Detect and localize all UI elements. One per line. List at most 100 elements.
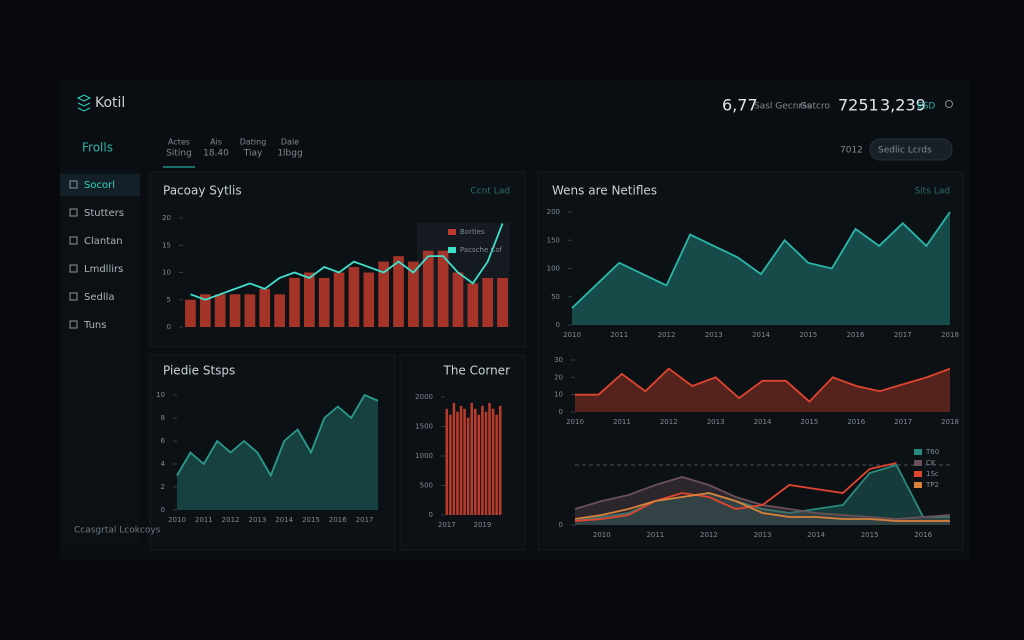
bar bbox=[244, 294, 256, 327]
line bbox=[575, 367, 951, 403]
x-tick-label: 2018 bbox=[941, 418, 959, 426]
y-tick-label: 0 bbox=[167, 323, 171, 331]
bar bbox=[363, 272, 375, 327]
y-tick-label: 10 bbox=[554, 391, 563, 399]
x-tick-label: 2010 bbox=[563, 331, 581, 339]
nav-icon[interactable] bbox=[69, 208, 78, 217]
tab-value[interactable]: Siting bbox=[166, 149, 192, 159]
tab-value[interactable]: Tiay bbox=[243, 149, 263, 159]
bar bbox=[393, 256, 404, 327]
line bbox=[574, 492, 950, 522]
button-label[interactable]: Sedlic Lcrds bbox=[878, 146, 932, 156]
nav-item[interactable]: Tuns bbox=[83, 320, 106, 331]
x-tick-label: 2011 bbox=[195, 516, 213, 524]
nav-icon[interactable] bbox=[69, 236, 78, 245]
bar bbox=[449, 414, 452, 515]
nav-icon[interactable] bbox=[69, 264, 78, 273]
x-tick-label: 2013 bbox=[754, 531, 772, 539]
stat-label: Gatcro bbox=[800, 102, 830, 112]
bar bbox=[491, 408, 495, 515]
x-tick-label: 2013 bbox=[707, 418, 725, 426]
tab-value[interactable]: 1lbgg bbox=[277, 149, 302, 159]
legend-label: T60 bbox=[925, 448, 939, 456]
x-tick-label: 2018 bbox=[941, 331, 959, 339]
stat-value: 6,77 bbox=[722, 96, 758, 115]
legend-swatch bbox=[914, 482, 922, 488]
bar bbox=[274, 294, 285, 327]
nav-active bbox=[60, 174, 140, 196]
bar bbox=[459, 405, 463, 515]
logo: Kotil bbox=[95, 95, 125, 111]
tab-label[interactable]: Dale bbox=[281, 138, 299, 147]
y-tick-label: 2000 bbox=[415, 393, 433, 401]
x-tick-label: 2017 bbox=[438, 521, 456, 529]
y-tick-label: 10 bbox=[156, 391, 165, 399]
nav-item[interactable]: Sedlla bbox=[84, 292, 115, 303]
bar bbox=[470, 402, 474, 515]
bar bbox=[185, 299, 196, 327]
bar bbox=[463, 408, 466, 515]
bar bbox=[289, 277, 300, 327]
bar bbox=[318, 277, 330, 327]
bar bbox=[456, 411, 459, 515]
nav-item[interactable]: Lmdllirs bbox=[84, 264, 123, 275]
legend-label: 1Sc bbox=[926, 470, 939, 478]
search-icon[interactable] bbox=[945, 100, 953, 108]
x-tick-label: 2019 bbox=[473, 521, 491, 529]
y-tick-label: 8 bbox=[161, 414, 165, 422]
y-tick-label: 0 bbox=[161, 506, 165, 514]
bar bbox=[481, 405, 484, 515]
y-tick-label: 500 bbox=[420, 482, 433, 490]
nav-item[interactable]: Stutters bbox=[84, 208, 124, 219]
line bbox=[571, 211, 951, 309]
bar bbox=[422, 250, 434, 327]
button[interactable] bbox=[869, 138, 953, 161]
bar bbox=[497, 277, 508, 327]
nav-item[interactable]: Clantan bbox=[84, 236, 123, 247]
sidebar bbox=[60, 170, 140, 550]
x-tick-label: 2010 bbox=[593, 531, 611, 539]
chart-link[interactable]: Ccnt Lad bbox=[470, 187, 510, 197]
tab-label[interactable]: Ais bbox=[210, 138, 222, 147]
bar bbox=[229, 294, 241, 327]
tab-value[interactable]: 18.40 bbox=[203, 149, 229, 159]
bar bbox=[333, 272, 345, 327]
stat-label: ESD bbox=[917, 102, 935, 112]
sidebar-title: Frolls bbox=[82, 141, 113, 155]
panel bbox=[399, 354, 526, 551]
area bbox=[177, 395, 378, 510]
x-tick-label: 2011 bbox=[613, 418, 631, 426]
legend-swatch bbox=[914, 449, 922, 455]
sidebar-footer: Ccasgrtal Lcokcoys bbox=[74, 526, 161, 536]
bar bbox=[473, 408, 477, 515]
x-tick-label: 2014 bbox=[807, 531, 825, 539]
bar bbox=[348, 267, 360, 327]
bar bbox=[259, 288, 271, 327]
tab-label[interactable]: Dating bbox=[240, 138, 267, 147]
nav-item[interactable]: Socorl bbox=[84, 180, 115, 191]
x-tick-label: 2013 bbox=[248, 516, 266, 524]
x-tick-label: 2011 bbox=[610, 331, 628, 339]
x-tick-label: 2016 bbox=[847, 418, 865, 426]
legend-label: Bortles bbox=[460, 228, 485, 236]
stat-label: Sasl Gecnrss bbox=[754, 102, 812, 112]
line bbox=[190, 223, 504, 301]
tab-label[interactable]: Actes bbox=[168, 138, 190, 147]
chart-link[interactable]: Sits Lad bbox=[914, 187, 950, 197]
bar bbox=[467, 283, 479, 327]
y-tick-label: 100 bbox=[547, 265, 560, 273]
bar bbox=[452, 402, 456, 515]
nav-icon[interactable] bbox=[69, 292, 78, 301]
y-tick-label: 50 bbox=[551, 293, 560, 301]
y-tick-label: 2 bbox=[161, 483, 165, 491]
nav-icon[interactable] bbox=[69, 320, 78, 329]
y-tick-label: 30 bbox=[554, 356, 563, 364]
legend-label: Pacsche Cof bbox=[460, 246, 503, 254]
bar bbox=[498, 405, 502, 515]
y-tick-label: 0 bbox=[429, 511, 433, 519]
area bbox=[572, 212, 950, 325]
chart-title: Pacoay Sytlis bbox=[163, 184, 242, 198]
x-tick-label: 2017 bbox=[894, 418, 912, 426]
nav-icon[interactable] bbox=[69, 180, 78, 189]
y-tick-label: 150 bbox=[547, 236, 560, 244]
